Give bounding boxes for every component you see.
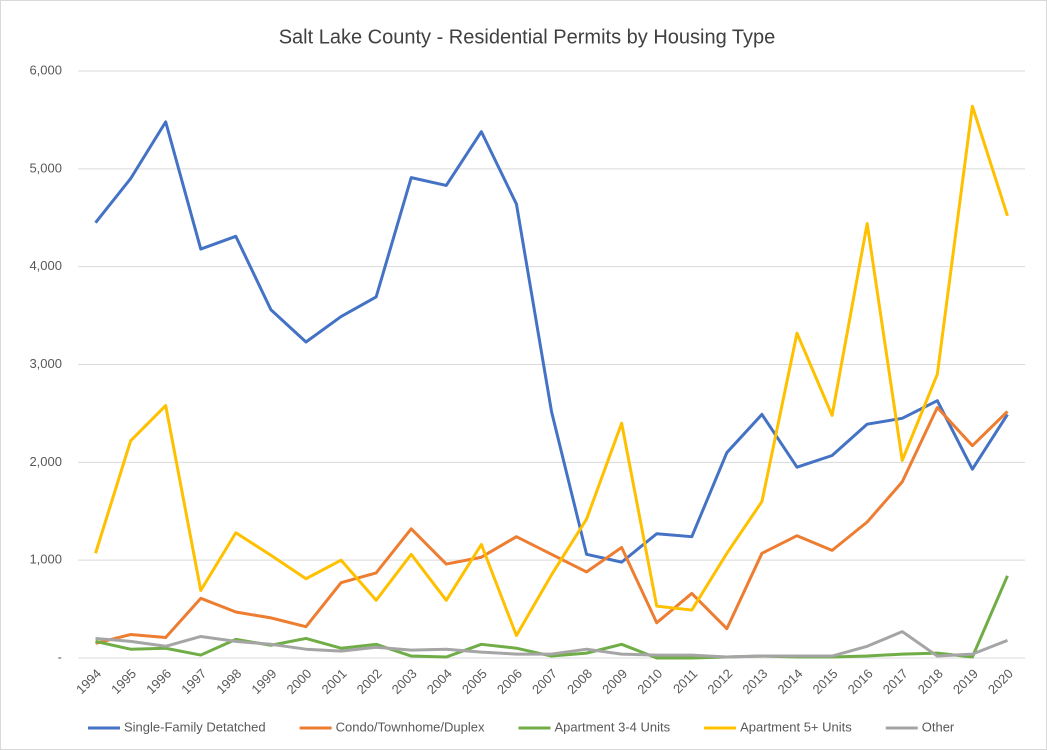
chart-title: Salt Lake County - Residential Permits b… [279, 26, 776, 48]
legend-label: Single-Family Detatched [124, 719, 266, 734]
y-tick-label: 4,000 [29, 258, 62, 273]
series-line [94, 104, 1009, 637]
y-tick-label: 5,000 [29, 160, 62, 175]
y-tick-label: 6,000 [29, 62, 62, 77]
series-line [94, 120, 1009, 564]
legend-label: Other [922, 719, 955, 734]
legend-label: Apartment 3-4 Units [555, 719, 671, 734]
legend-label: Apartment 5+ Units [740, 719, 852, 734]
series-line [95, 630, 1009, 659]
y-tick-label: - [58, 649, 62, 664]
y-tick-label: 2,000 [29, 454, 62, 469]
y-tick-label: 3,000 [29, 356, 62, 371]
legend-label: Condo/Townhome/Duplex [336, 719, 485, 734]
y-tick-label: 1,000 [29, 552, 62, 567]
series-line [95, 406, 1009, 645]
